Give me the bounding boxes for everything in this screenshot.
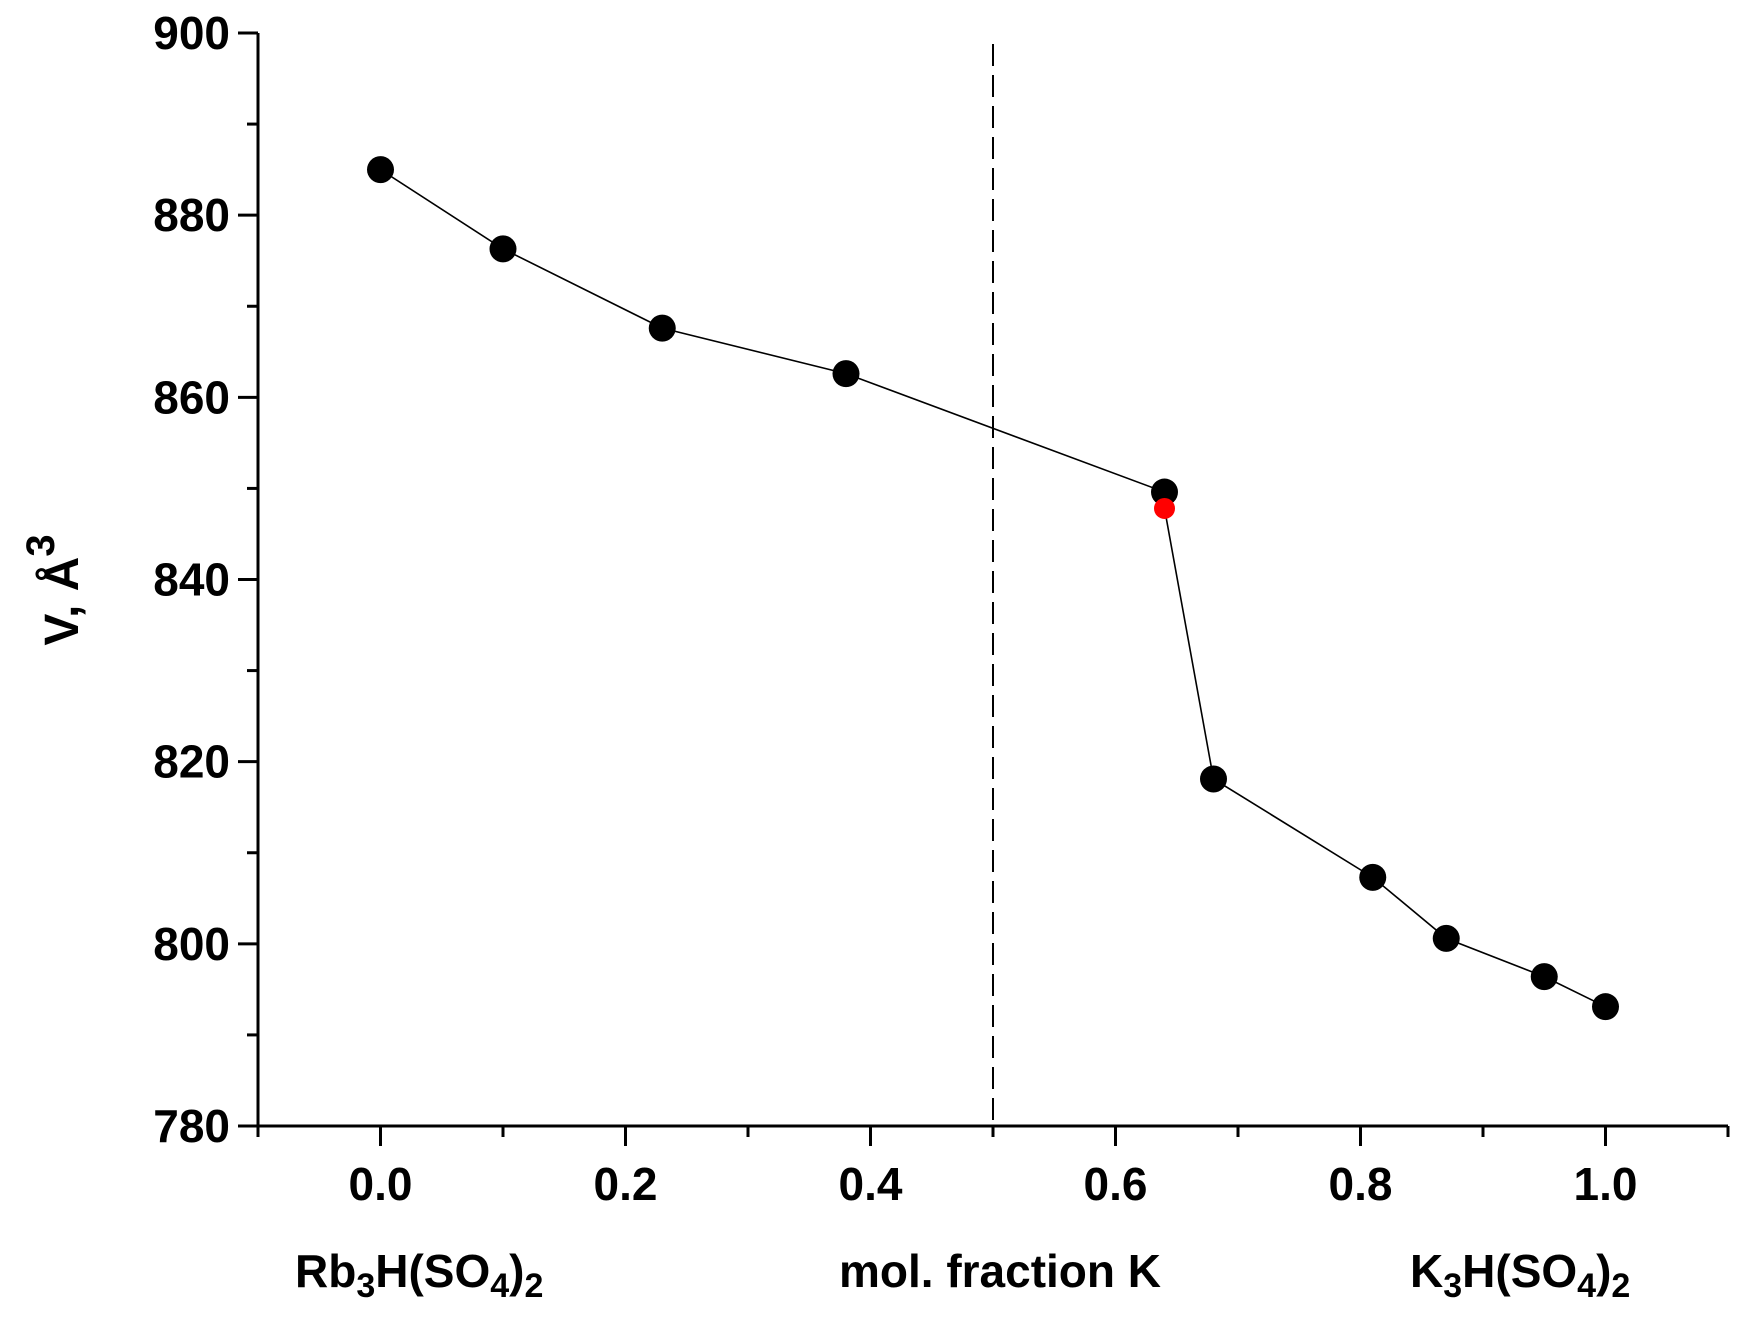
data-point (489, 235, 517, 263)
y-tick-labels: 780 800 820 840 860 880 900 (153, 7, 230, 1152)
right-composition-label: K3H(SO4)2 (1410, 1245, 1630, 1305)
y-axis-title: V, Å3 (19, 534, 89, 645)
y-tick-label: 820 (153, 736, 230, 788)
data-point (832, 360, 860, 388)
x-tick-label: 0.4 (839, 1158, 903, 1210)
data-point (1151, 478, 1178, 506)
x-axis-ticks (256, 1126, 1730, 1146)
x-axis-title: mol. fraction K (839, 1245, 1161, 1297)
x-tick-label: 0.6 (1084, 1158, 1148, 1210)
y-axis-ticks (238, 31, 258, 1128)
data-point (367, 156, 394, 184)
y-tick-label: 860 (153, 371, 230, 423)
data-point (648, 314, 676, 342)
data-point (1592, 993, 1619, 1021)
y-tick-label: 780 (153, 1100, 230, 1152)
data-point-red (1154, 497, 1175, 519)
data-point (1530, 963, 1558, 991)
data-point (1200, 765, 1227, 793)
y-tick-label: 800 (153, 918, 230, 970)
data-points (367, 156, 1619, 1021)
x-tick-label: 0.0 (349, 1158, 413, 1210)
x-tick-label: 0.2 (594, 1158, 658, 1210)
y-tick-label: 880 (153, 189, 230, 241)
data-point (1359, 863, 1387, 891)
x-tick-label: 0.8 (1329, 1158, 1393, 1210)
x-tick-label: 1.0 (1574, 1158, 1638, 1210)
x-tick-labels: 0.0 0.2 0.4 0.6 0.8 1.0 (349, 1158, 1638, 1210)
left-composition-label: Rb3H(SO4)2 (295, 1245, 543, 1305)
y-tick-label: 840 (153, 554, 230, 606)
data-point (1432, 924, 1460, 952)
y-tick-label: 900 (153, 7, 230, 59)
